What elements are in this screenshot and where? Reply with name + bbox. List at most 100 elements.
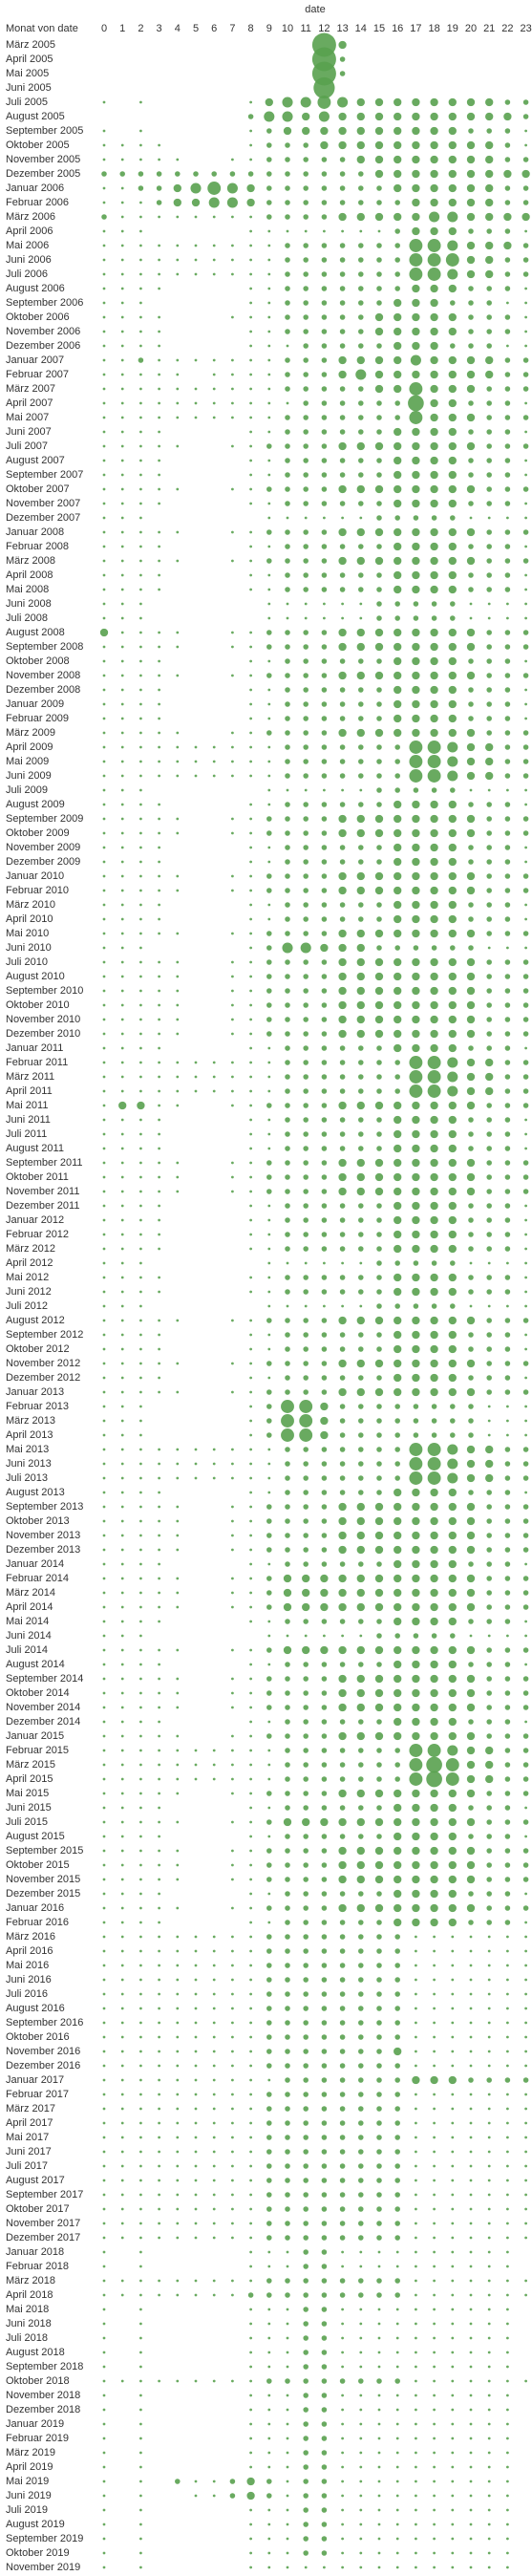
- dot: [394, 484, 402, 494]
- row-label: März 2015: [6, 1759, 55, 1771]
- dot: [158, 1806, 160, 1810]
- dot: [158, 1132, 160, 1136]
- dot: [158, 1978, 160, 1982]
- row-label: März 2009: [6, 727, 55, 739]
- dot: [466, 556, 476, 566]
- dot: [283, 1602, 292, 1612]
- dot: [409, 1471, 423, 1485]
- dot: [249, 1161, 252, 1165]
- dot: [339, 343, 346, 349]
- dot: [139, 459, 142, 462]
- dot: [267, 760, 271, 763]
- row-label: Dezember 2018: [6, 2404, 80, 2415]
- row-label: September 2006: [6, 297, 83, 309]
- dot: [504, 1819, 511, 1825]
- dot: [358, 1203, 364, 1209]
- dot: [504, 845, 511, 850]
- dot: [267, 702, 271, 706]
- dot: [158, 1362, 160, 1365]
- dot: [522, 1862, 529, 1868]
- dot: [321, 529, 328, 535]
- dot: [430, 1889, 438, 1899]
- row-label: August 2015: [6, 1831, 65, 1842]
- dot: [451, 2436, 455, 2440]
- dot: [430, 1674, 438, 1684]
- dot: [249, 731, 252, 735]
- dot: [395, 2408, 399, 2412]
- dot: [359, 2250, 363, 2254]
- dot: [231, 1075, 234, 1079]
- dot: [358, 243, 364, 248]
- dot: [412, 341, 420, 351]
- row-label: Juli 2008: [6, 612, 48, 624]
- dot: [358, 845, 364, 850]
- dot: [448, 384, 457, 394]
- dot: [524, 1720, 527, 1724]
- dot: [356, 886, 365, 895]
- dot: [522, 114, 529, 119]
- dot: [506, 946, 509, 950]
- dot: [321, 544, 328, 549]
- dot: [522, 1160, 529, 1166]
- dot: [450, 343, 456, 349]
- dot: [158, 401, 160, 405]
- dot: [285, 1504, 290, 1510]
- dot: [487, 2136, 491, 2139]
- dot: [433, 2064, 436, 2068]
- dot: [339, 1561, 346, 1567]
- dot: [285, 243, 290, 248]
- dot: [139, 1390, 142, 1394]
- dot: [430, 1789, 438, 1798]
- dot: [341, 229, 344, 233]
- dot: [486, 1877, 492, 1882]
- dot: [358, 1748, 364, 1753]
- dot: [120, 1935, 124, 1939]
- dot: [303, 544, 309, 549]
- dot: [158, 688, 160, 692]
- dot: [430, 957, 438, 967]
- row-label: Juni 2015: [6, 1802, 52, 1814]
- dot: [285, 1246, 290, 1252]
- row-label: April 2015: [6, 1773, 53, 1785]
- dot: [102, 1663, 106, 1666]
- dot: [120, 373, 124, 376]
- dot: [504, 644, 511, 650]
- row-label: Mai 2016: [6, 1960, 49, 1971]
- dot: [394, 456, 402, 465]
- dot: [427, 1070, 441, 1084]
- dot: [102, 1390, 106, 1394]
- dot: [506, 2551, 509, 2555]
- dot: [394, 243, 400, 248]
- dot: [504, 1332, 511, 1338]
- dot: [139, 258, 142, 262]
- dot: [120, 1806, 124, 1810]
- dot: [321, 2378, 328, 2384]
- dot: [120, 1462, 124, 1466]
- dot: [339, 859, 346, 865]
- dot: [139, 631, 142, 634]
- dot: [300, 942, 311, 954]
- dot: [466, 1516, 476, 1526]
- dot: [176, 1849, 180, 1853]
- dot: [487, 2479, 491, 2483]
- dot: [433, 1964, 436, 1967]
- dot: [504, 1862, 511, 1868]
- dot: [448, 542, 457, 551]
- dot: [303, 730, 309, 736]
- row-label: März 2006: [6, 211, 55, 223]
- dot: [395, 2465, 399, 2469]
- dot: [448, 499, 457, 508]
- dot: [139, 2236, 142, 2240]
- row-label: Mai 2015: [6, 1788, 49, 1799]
- dot: [376, 2135, 382, 2140]
- dot: [394, 986, 402, 996]
- dot: [102, 1276, 106, 1279]
- dot: [468, 429, 474, 435]
- dot: [321, 357, 328, 363]
- dot: [212, 2179, 216, 2182]
- dot: [321, 200, 328, 205]
- dot: [285, 802, 290, 807]
- dot: [267, 1491, 271, 1494]
- dot: [466, 1875, 476, 1884]
- dot: [486, 644, 492, 650]
